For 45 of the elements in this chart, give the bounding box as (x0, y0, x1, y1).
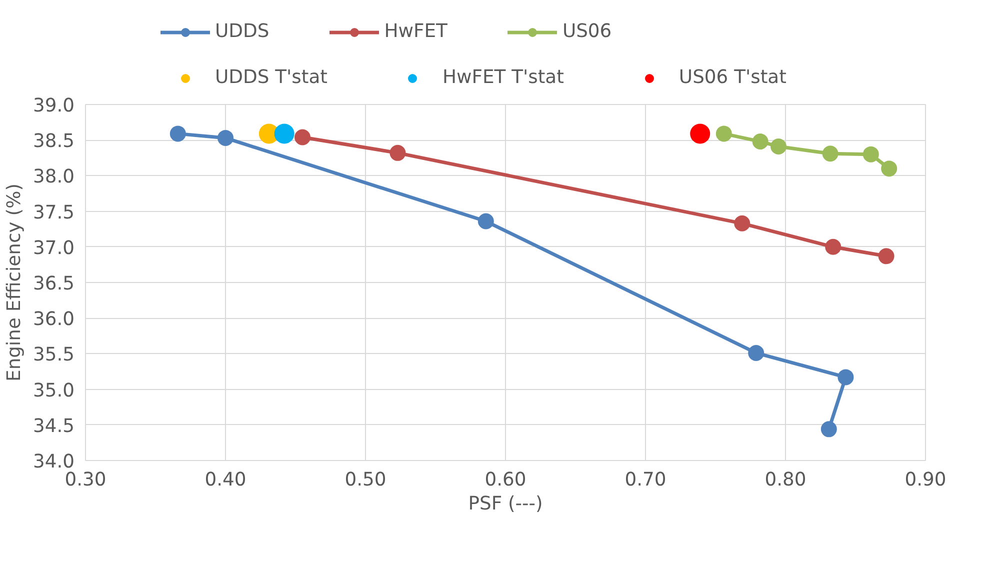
point (478, 213, 494, 230)
point (390, 144, 406, 161)
y-tick-label: 35.0 (32, 380, 75, 402)
y-tick-label: 34.0 (32, 452, 75, 472)
x-tick-label: 0.40 (204, 470, 246, 490)
y-tick-label: 39.0 (32, 96, 75, 116)
x-tick-label: 0.70 (624, 470, 666, 490)
y-tick-label: 35.5 (32, 344, 75, 366)
legend-label: UDDS T'stat (215, 67, 328, 88)
legend-label: US06 T'stat (678, 67, 786, 88)
y-tick-label: 36.0 (32, 309, 75, 330)
point (690, 124, 710, 144)
y-tick-label: 38.0 (32, 166, 75, 188)
x-tick-label: 0.90 (904, 470, 946, 490)
point (752, 134, 768, 150)
point (881, 160, 898, 177)
point (274, 124, 294, 144)
y-tick-label: 37.5 (32, 202, 75, 224)
legend-label: HwFET T'stat (442, 67, 564, 88)
point (878, 248, 894, 264)
point (822, 146, 838, 162)
point (862, 146, 879, 162)
y-tick-label: 38.5 (32, 131, 75, 152)
point (170, 126, 186, 142)
x-tick-label: 0.50 (344, 470, 386, 490)
y-tick-label: 36.5 (32, 274, 75, 294)
point (838, 369, 854, 386)
y-tick-label: 34.5 (32, 416, 75, 437)
point (820, 421, 837, 438)
point (748, 345, 764, 361)
legend-label: UDDS (215, 21, 270, 42)
y-axis-title: Engine Efficiency (%) (4, 184, 25, 382)
point (294, 129, 310, 146)
legend-label: HwFET (384, 21, 448, 42)
x-tick-label: 0.30 (64, 470, 106, 490)
legend-label: US06 (562, 21, 612, 42)
point (734, 215, 750, 232)
x-axis-title: PSF (---) (468, 494, 543, 514)
x-tick-label: 0.60 (484, 470, 526, 490)
x-tick-label: 0.80 (764, 470, 806, 490)
y-tick-label: 37.0 (32, 238, 75, 259)
point (770, 138, 786, 154)
point (825, 238, 842, 255)
point (218, 130, 234, 146)
point (716, 126, 732, 142)
